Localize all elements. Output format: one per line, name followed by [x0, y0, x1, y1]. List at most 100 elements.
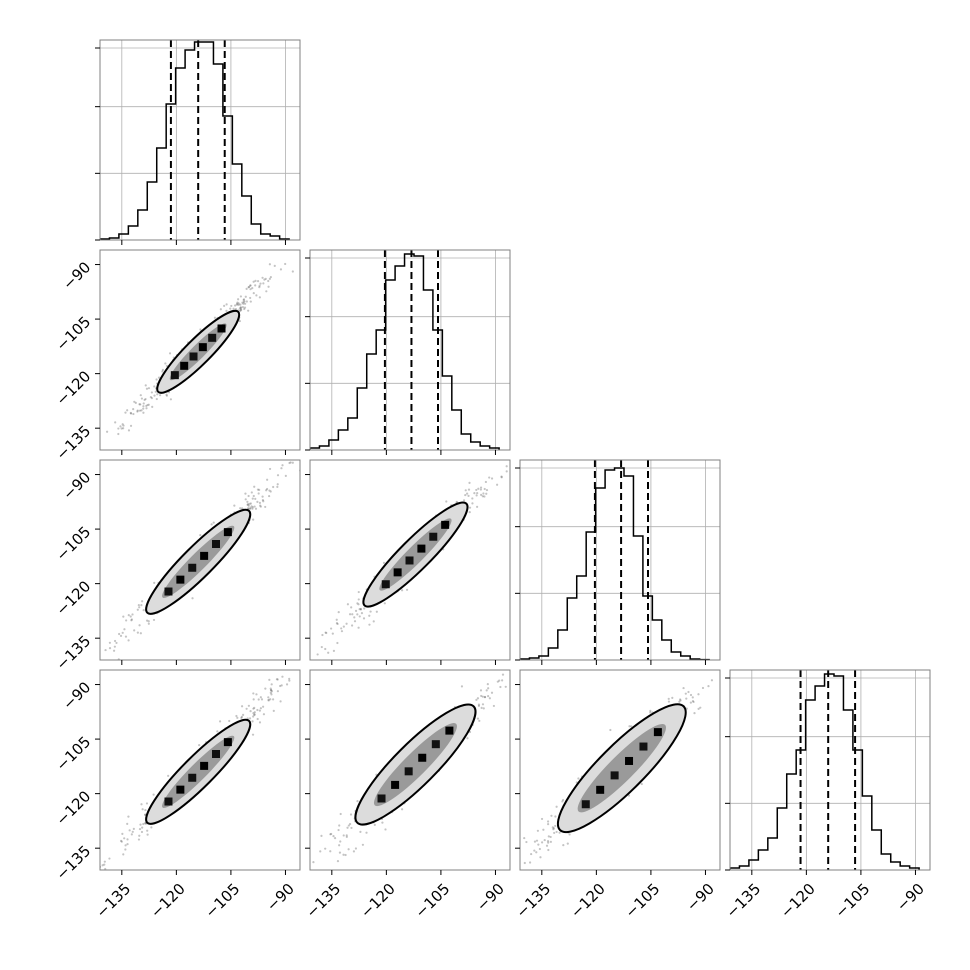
scatter-point	[270, 693, 273, 696]
scatter-point	[289, 461, 292, 464]
scatter-point	[268, 277, 271, 280]
scatter-point	[546, 820, 550, 823]
scatter-point	[249, 296, 252, 300]
scatter-point	[257, 698, 260, 701]
scatter-point	[258, 709, 262, 712]
density-cell	[188, 773, 197, 782]
scatter-point	[145, 387, 149, 390]
scatter-point	[103, 661, 105, 663]
scatter-point	[146, 403, 149, 407]
scatter-point	[360, 612, 364, 615]
scatter-point	[157, 376, 161, 379]
scatter-point	[485, 689, 488, 692]
panel-frame	[309, 459, 511, 661]
scatter-point	[566, 842, 569, 845]
scatter-point	[276, 678, 279, 681]
scatter-point	[761, 636, 763, 638]
scatter-point	[259, 282, 262, 285]
scatter-point	[140, 803, 143, 806]
scatter-point	[266, 478, 269, 481]
scatter-point	[230, 304, 233, 308]
scatter-point	[250, 505, 253, 508]
scatter-point	[247, 309, 250, 312]
y-tick-label: −90	[59, 468, 94, 503]
scatter-point	[275, 678, 279, 681]
scatter-point	[501, 673, 505, 676]
scatter-point	[252, 712, 255, 715]
scatter-point	[372, 620, 375, 623]
scatter-point	[487, 695, 490, 698]
scatter-point	[238, 307, 241, 310]
scatter-point	[125, 619, 128, 622]
scatter-point	[530, 852, 533, 856]
scatter-point	[119, 839, 123, 843]
x-tick-label: −105	[832, 880, 874, 922]
scatter-point	[539, 856, 542, 859]
scatter-point	[504, 685, 507, 688]
scatter-point	[551, 826, 554, 829]
scatter-point	[124, 635, 128, 638]
scatter-point	[153, 385, 156, 388]
density-cell	[610, 771, 619, 780]
scatter-point	[481, 495, 484, 498]
scatter-point	[254, 507, 258, 510]
scatter-point	[547, 841, 550, 844]
scatter-point	[468, 511, 471, 514]
scatter-point	[267, 696, 270, 699]
density-cell	[596, 785, 605, 794]
scatter-point	[687, 690, 690, 694]
scatter-point	[143, 398, 146, 402]
scatter-point	[276, 485, 279, 488]
scatter-point	[558, 831, 561, 834]
scatter-point	[243, 307, 246, 311]
scatter-point	[146, 833, 149, 836]
x-tick-label: −120	[777, 880, 819, 922]
scatter-point	[254, 279, 257, 282]
scatter-point	[353, 616, 356, 619]
scatter-point	[140, 604, 143, 607]
scatter-point	[543, 838, 546, 842]
scatter-point	[335, 621, 339, 625]
scatter-point	[288, 679, 291, 682]
scatter-point	[357, 590, 360, 594]
scatter-point	[234, 307, 238, 311]
scatter-point	[132, 827, 135, 830]
scatter-point	[259, 707, 262, 710]
scatter-point	[258, 721, 262, 724]
scatter-point	[270, 690, 274, 693]
scatter-point	[345, 834, 348, 837]
scatter-point	[554, 815, 557, 818]
scatter-point	[239, 507, 242, 510]
panel-frame	[99, 249, 301, 451]
scatter-point	[313, 660, 315, 662]
scatter-point	[121, 832, 124, 836]
scatter-point	[336, 641, 339, 645]
scatter-point	[350, 606, 353, 609]
x-tick-label: −90	[683, 880, 718, 915]
scatter-point	[691, 696, 694, 699]
scatter-point	[697, 693, 700, 696]
scatter-point	[357, 626, 360, 629]
scatter-point	[344, 853, 347, 857]
scatter-point	[256, 500, 259, 503]
scatter-point	[478, 719, 481, 722]
density-cell	[625, 756, 634, 765]
scatter-point	[96, 878, 98, 880]
scatter-point	[87, 863, 89, 865]
scatter-point	[281, 675, 284, 678]
scatter-point	[630, 725, 633, 728]
scatter-point	[268, 494, 271, 498]
scatter-point	[145, 802, 149, 805]
scatter-point	[307, 867, 309, 869]
scatter-point	[147, 622, 150, 625]
scatter-panel-3-0	[87, 660, 315, 880]
scatter-point	[256, 280, 260, 283]
scatter-point	[86, 457, 88, 459]
scatter-point	[154, 390, 157, 393]
scatter-point	[301, 859, 303, 861]
scatter-point	[134, 401, 137, 405]
scatter-point	[269, 691, 272, 694]
scatter-point	[240, 715, 243, 718]
scatter-point	[144, 808, 147, 812]
scatter-point	[476, 491, 479, 495]
